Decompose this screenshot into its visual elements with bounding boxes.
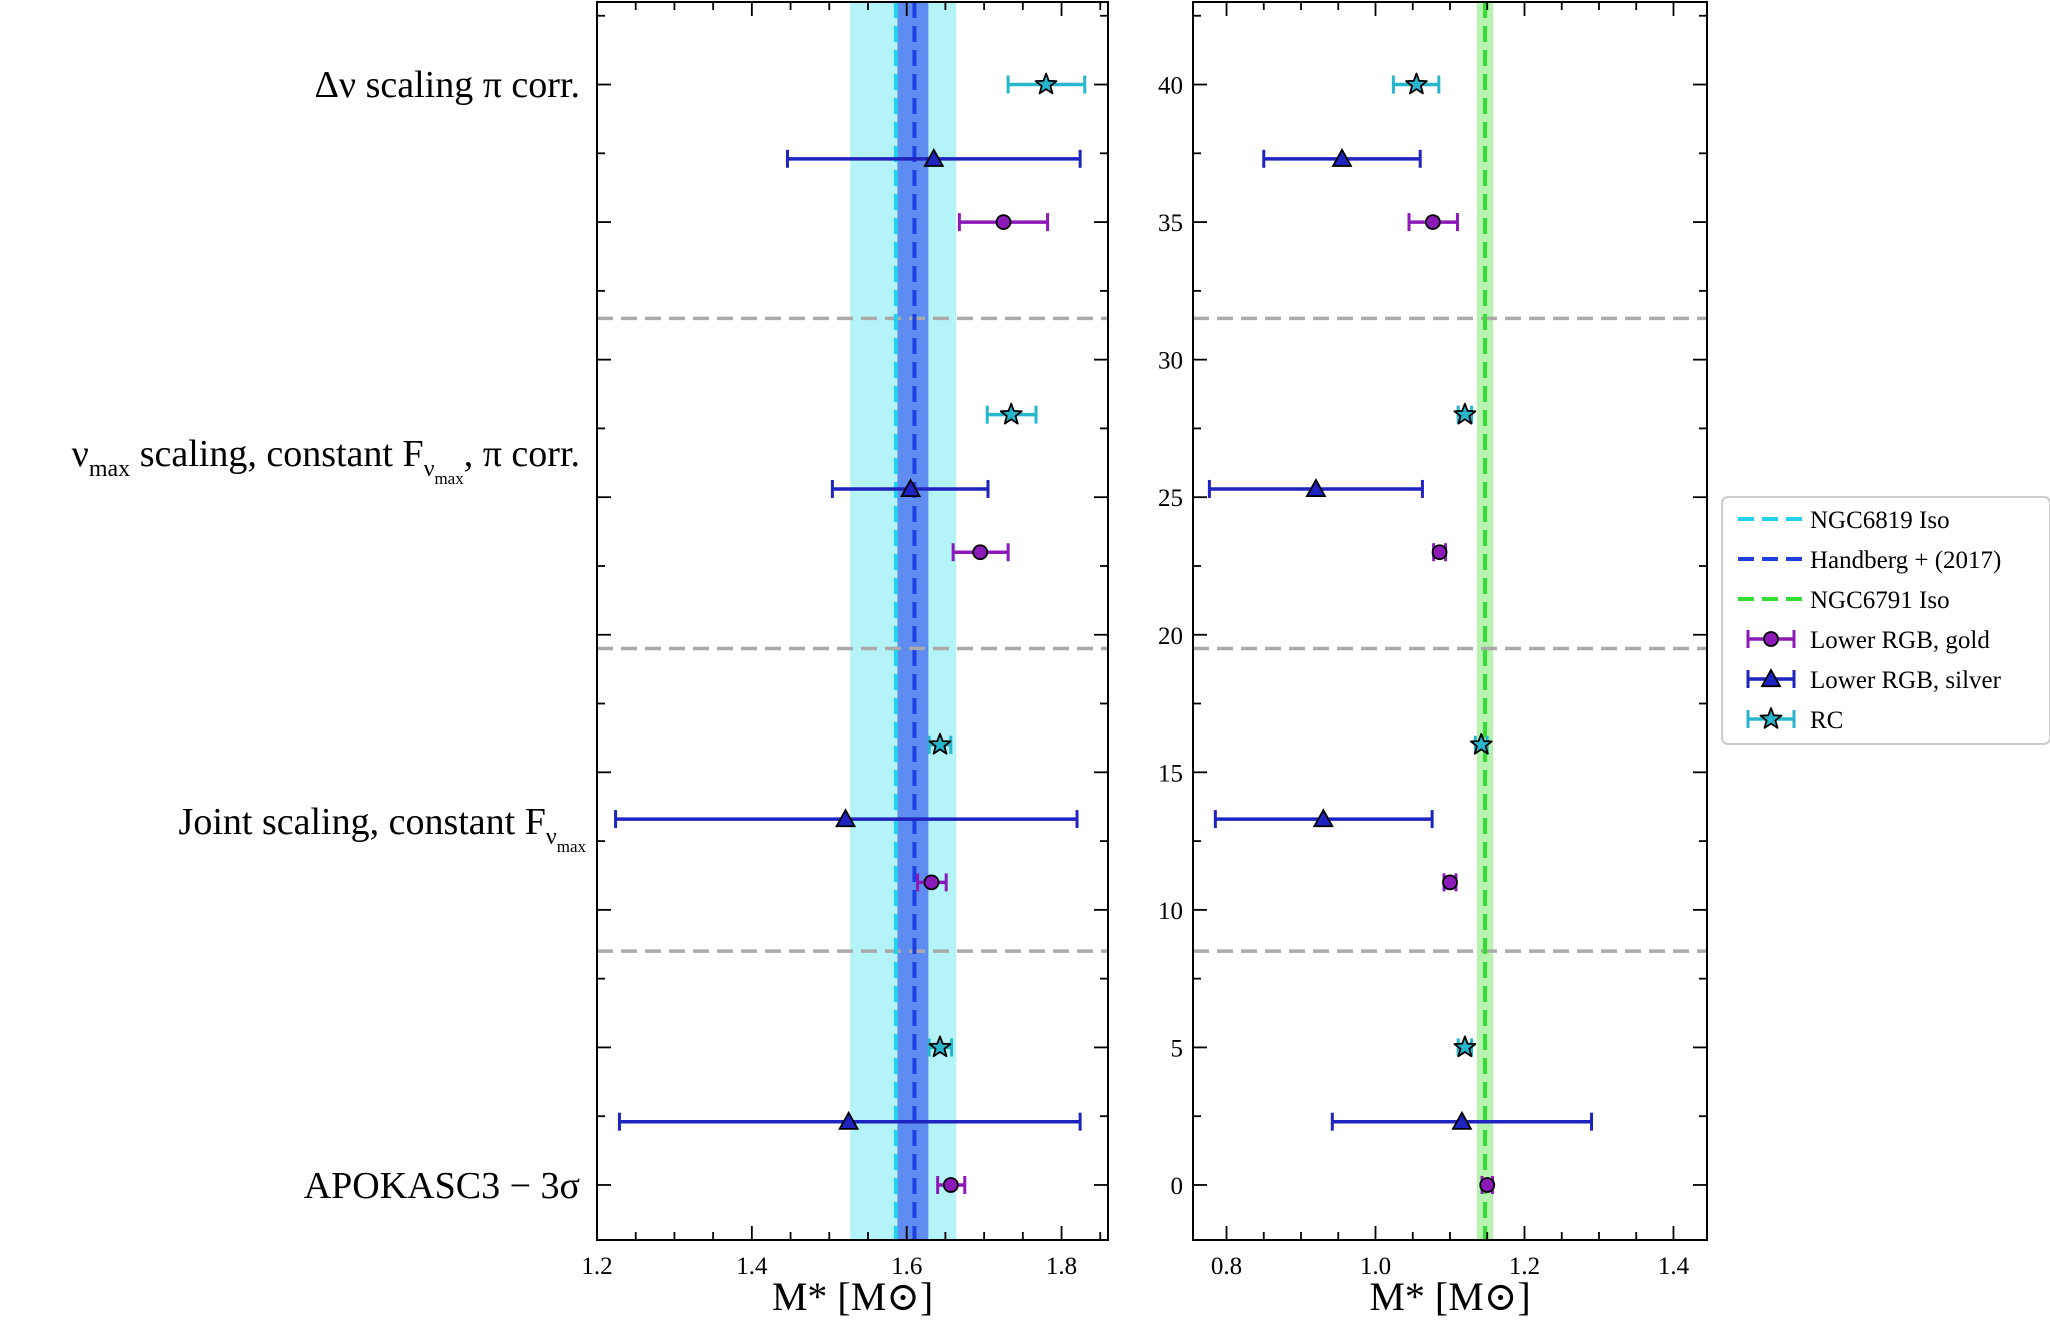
data-point-star-3 <box>1453 1035 1477 1058</box>
data-point-circle-1 <box>972 544 989 561</box>
x-tick-label: 1.4 <box>1658 1253 1690 1280</box>
data-point-star-2 <box>1469 732 1493 755</box>
legend-label-0: NGC6819 Iso <box>1810 507 1950 534</box>
legend-marker-3 <box>1763 631 1779 647</box>
data-point-triangle-1 <box>1305 478 1327 498</box>
uncertainty-band-0-1 <box>897 2 929 1240</box>
row-label-numax-scaling: νmax scaling, constant Fνmax, π corr. <box>72 433 580 488</box>
data-point-star-1 <box>1453 402 1477 425</box>
legend-label-3: Lower RGB, gold <box>1810 627 1990 654</box>
data-point-triangle-2 <box>1312 808 1334 828</box>
x-tick-label: 1.4 <box>736 1253 768 1280</box>
uncertainty-band-1-0 <box>1476 2 1494 1240</box>
data-point-star-0 <box>1034 72 1058 95</box>
right-panel: 0.8 1.0 1.2 1.4 0 5 10 15 20 25 30 35 40 M* [M⊙] <box>1158 1 1708 1319</box>
row-label-dnu-scaling: Δν scaling π corr. <box>314 64 580 106</box>
y-tick-label: 40 <box>1158 73 1183 100</box>
data-point-circle-0 <box>995 214 1012 230</box>
row-label-joint-scaling: Joint scaling, constant Fνmax <box>179 801 587 856</box>
y-tick-label: 0 <box>1171 1173 1184 1200</box>
data-point-triangle-3 <box>838 1110 860 1130</box>
data-point-star-3 <box>928 1035 952 1058</box>
axes-frame <box>596 1 1109 1241</box>
data-point-triangle-0 <box>1331 147 1353 167</box>
data-point-circle-0 <box>1424 214 1441 230</box>
y-tick-label: 10 <box>1158 898 1183 925</box>
left-panel: 1.2 1.4 1.6 1.8 M* [M⊙] <box>581 1 1109 1319</box>
legend-label-2: NGC6791 Iso <box>1810 587 1950 614</box>
data-point-circle-3 <box>942 1177 959 1193</box>
axes-frame <box>1192 1 1708 1241</box>
y-tick-label: 5 <box>1171 1035 1184 1062</box>
data-point-star-0 <box>1405 72 1428 95</box>
legend-box <box>1721 496 2050 745</box>
data-point-triangle-0 <box>923 147 945 167</box>
x-tick-label: 1.2 <box>1509 1253 1540 1280</box>
data-point-circle-3 <box>1479 1177 1496 1193</box>
data-point-triangle-3 <box>1451 1110 1473 1130</box>
data-point-circle-2 <box>1442 874 1458 891</box>
legend-marker-4 <box>1760 668 1782 688</box>
data-point-triangle-1 <box>900 478 922 498</box>
y-tick-label: 35 <box>1158 210 1183 237</box>
data-point-star-1 <box>999 402 1023 425</box>
x-tick-label: 1.6 <box>891 1253 922 1280</box>
x-tick-label: 1.0 <box>1360 1253 1391 1280</box>
row-label-apokasc3: APOKASC3 − 3σ <box>304 1165 580 1207</box>
x-axis-label: M* [M⊙] <box>1369 1274 1530 1319</box>
x-axis-label: M* [M⊙] <box>772 1274 933 1319</box>
x-tick-label: 0.8 <box>1211 1253 1242 1280</box>
data-point-circle-2 <box>923 874 940 891</box>
y-tick-label: 25 <box>1158 485 1183 512</box>
data-point-triangle-2 <box>835 808 857 828</box>
y-tick-label: 15 <box>1158 760 1183 787</box>
legend: NGC6819 Iso Handberg + (2017) NGC6791 Iso L… <box>1721 496 2050 745</box>
legend-label-5: RC <box>1810 707 1843 734</box>
legend-marker-5 <box>1759 707 1783 729</box>
y-tick-label: 30 <box>1158 348 1183 375</box>
legend-label-4: Lower RGB, silver <box>1810 667 2002 694</box>
data-point-star-2 <box>928 732 952 755</box>
legend-label-1: Handberg + (2017) <box>1810 547 2001 574</box>
data-point-circle-1 <box>1431 544 1448 561</box>
x-tick-label: 1.8 <box>1046 1253 1077 1280</box>
x-tick-label: 1.2 <box>581 1253 612 1280</box>
y-tick-label: 20 <box>1158 623 1183 650</box>
